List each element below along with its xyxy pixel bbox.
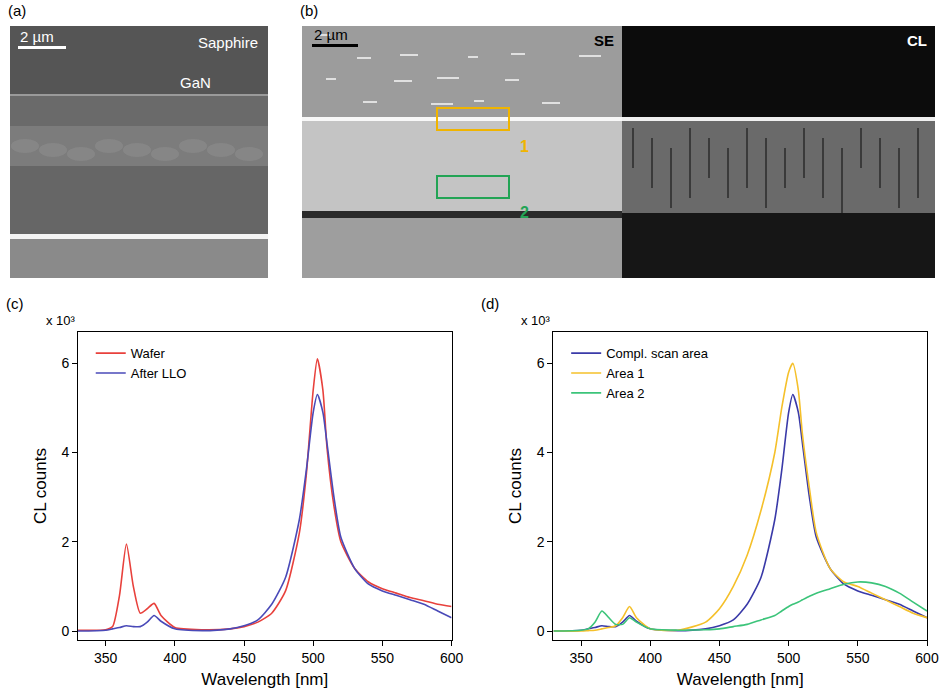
svg-text:CL: CL (907, 32, 927, 49)
svg-text:(a): (a) (8, 2, 26, 19)
svg-text:4: 4 (61, 444, 69, 460)
svg-text:After LLO: After LLO (131, 366, 187, 381)
svg-text:Wafer: Wafer (131, 346, 166, 361)
svg-text:550: 550 (846, 650, 870, 666)
svg-text:Wavelength [nm]: Wavelength [nm] (201, 670, 328, 689)
svg-text:Wavelength [nm]: Wavelength [nm] (677, 670, 804, 689)
svg-text:Compl. scan area: Compl. scan area (606, 346, 709, 361)
svg-text:450: 450 (708, 650, 732, 666)
svg-text:2 µm: 2 µm (20, 28, 54, 45)
svg-text:GaN: GaN (180, 74, 211, 91)
svg-text:2 µm: 2 µm (314, 26, 348, 43)
svg-text:2: 2 (520, 204, 529, 221)
svg-text:6: 6 (537, 355, 545, 371)
svg-text:0: 0 (537, 623, 545, 639)
svg-text:550: 550 (371, 650, 395, 666)
svg-text:x 10³: x 10³ (521, 313, 551, 328)
svg-text:600: 600 (915, 650, 939, 666)
svg-text:(d): (d) (481, 295, 499, 312)
svg-text:6: 6 (61, 355, 69, 371)
svg-text:(c): (c) (6, 295, 24, 312)
svg-text:500: 500 (302, 650, 326, 666)
svg-text:400: 400 (163, 650, 187, 666)
svg-text:Area 2: Area 2 (606, 386, 644, 401)
svg-text:1: 1 (520, 138, 529, 155)
svg-text:400: 400 (639, 650, 663, 666)
svg-text:CL counts: CL counts (31, 448, 50, 524)
svg-text:600: 600 (440, 650, 464, 666)
svg-text:x 10³: x 10³ (46, 313, 76, 328)
svg-text:500: 500 (777, 650, 801, 666)
svg-text:CL counts: CL counts (506, 448, 525, 524)
svg-text:450: 450 (232, 650, 256, 666)
svg-text:2: 2 (537, 534, 545, 550)
svg-text:0: 0 (61, 623, 69, 639)
svg-text:(b): (b) (300, 2, 318, 19)
svg-text:350: 350 (569, 650, 593, 666)
svg-text:350: 350 (94, 650, 118, 666)
svg-text:Area 1: Area 1 (606, 366, 644, 381)
svg-text:SE: SE (594, 32, 614, 49)
svg-text:2: 2 (61, 534, 69, 550)
svg-text:4: 4 (537, 444, 545, 460)
svg-text:Sapphire: Sapphire (198, 34, 258, 51)
